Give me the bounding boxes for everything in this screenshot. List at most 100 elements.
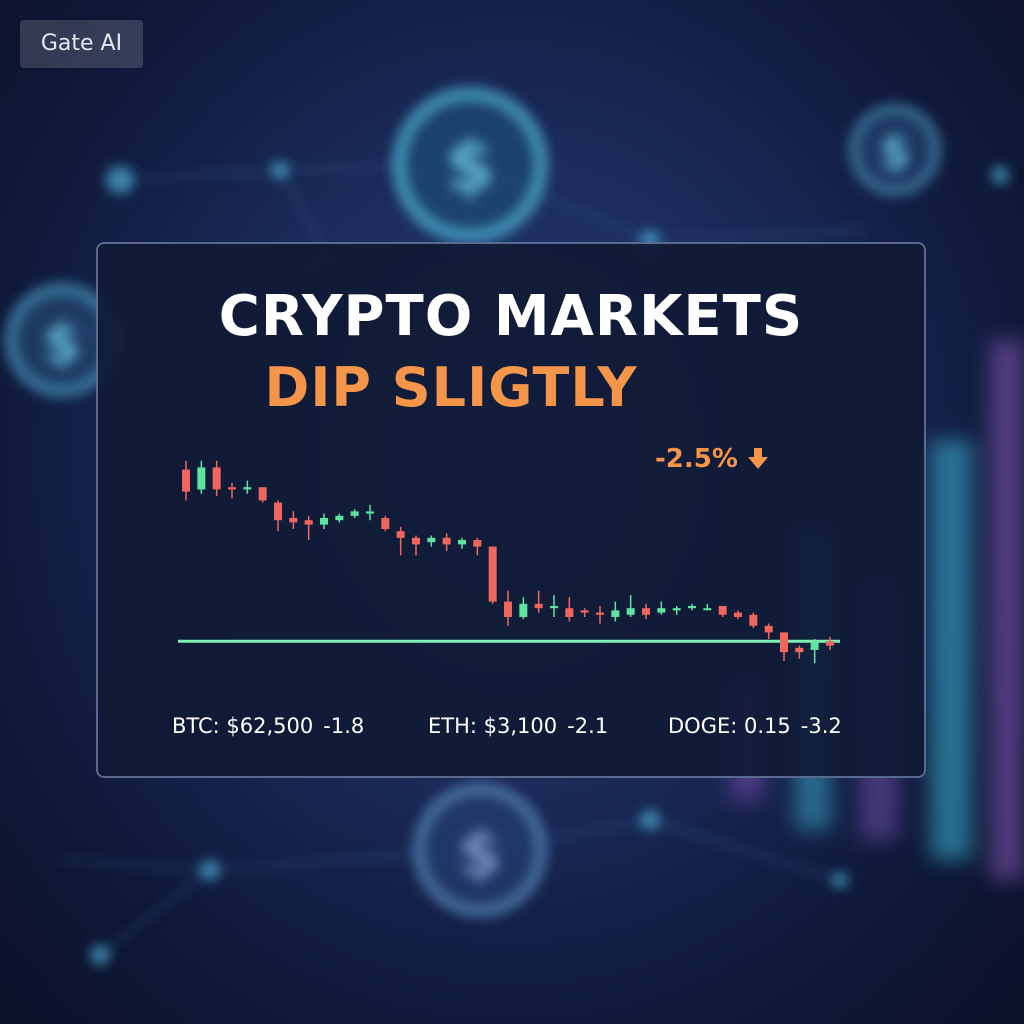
candle-body (228, 487, 236, 490)
candle-body (764, 625, 773, 633)
ticker-label: ETH: $3,100 (428, 714, 558, 738)
candle (626, 595, 635, 617)
svg-text:$: $ (879, 125, 911, 179)
news-card: CRYPTO MARKETS DIP SLIGTLY -2.5% BTC: $6… (96, 242, 926, 778)
candle (350, 509, 359, 518)
svg-text:$: $ (446, 125, 495, 207)
candle-body (596, 612, 604, 615)
candle-body (442, 537, 451, 545)
svg-text:$: $ (458, 817, 501, 890)
candle-body (396, 531, 405, 538)
candle-body (718, 606, 727, 615)
candle (596, 606, 604, 624)
candle-body (795, 647, 804, 653)
candle (335, 513, 344, 523)
change-badge: -2.5% (655, 444, 768, 474)
candle-body (212, 467, 221, 490)
candle (688, 603, 696, 611)
candle-body (826, 641, 834, 646)
candle (780, 632, 788, 661)
candle (534, 590, 543, 613)
candle-body (473, 540, 482, 547)
candle (611, 601, 620, 622)
candle (228, 482, 236, 499)
candle (442, 533, 451, 551)
candle (304, 515, 313, 540)
candle-body (289, 518, 298, 523)
candlestick-chart (178, 460, 840, 664)
headline-line-1: CRYPTO MARKETS (218, 284, 804, 349)
candle (718, 606, 727, 617)
candle-body (412, 537, 420, 545)
candle-body (197, 467, 206, 490)
candle-body (519, 603, 528, 617)
candle (182, 460, 190, 501)
candle-body (534, 603, 543, 609)
ticker-eth: ETH: $3,100 -2.1 (428, 714, 608, 738)
candle (274, 500, 282, 532)
candle (396, 526, 405, 556)
ticker-label: DOGE: 0.15 (668, 714, 791, 738)
candle (565, 597, 574, 622)
candle (519, 597, 528, 620)
candle (550, 595, 558, 617)
candle-body (304, 520, 313, 525)
candle (243, 480, 252, 494)
ticker-label: BTC: $62,500 (172, 714, 314, 738)
candle (764, 623, 773, 639)
headline-line-2: DIP SLIGTLY (264, 356, 638, 419)
candle-body (182, 469, 190, 492)
candle-body (565, 608, 574, 617)
candle (488, 546, 497, 604)
arrow-down-icon (747, 448, 768, 469)
candle (212, 460, 221, 496)
candle (381, 515, 390, 532)
candle (473, 537, 482, 556)
candle (366, 504, 374, 521)
ticker-change: -2.1 (567, 714, 609, 738)
ticker-row: BTC: $62,500 -1.8 ETH: $3,100 -2.1 DOGE: 0… (98, 714, 924, 744)
candle-body (427, 537, 436, 543)
candle-body (243, 487, 252, 490)
candle (672, 606, 681, 615)
candle-body (810, 641, 819, 650)
candle (197, 460, 206, 494)
candle (412, 535, 420, 556)
candle (289, 511, 298, 529)
candle-body (611, 610, 620, 617)
candle-body (642, 608, 650, 615)
candle (810, 639, 819, 664)
candle (703, 603, 712, 611)
candle (826, 636, 834, 650)
ticker-doge: DOGE: 0.15 -3.2 (668, 714, 842, 738)
candle (504, 590, 512, 626)
candle-body (749, 614, 758, 626)
candle-body (458, 540, 466, 545)
candle-body (688, 606, 696, 609)
ticker-change: -1.8 (323, 714, 365, 738)
candle-body (320, 518, 328, 525)
candle-body (550, 606, 558, 609)
candle-body (381, 518, 390, 529)
candle (749, 612, 758, 628)
candle-body (734, 612, 742, 617)
candle-body (703, 608, 712, 611)
ticker-change: -3.2 (800, 714, 842, 738)
candle (657, 601, 666, 615)
candle-body (335, 515, 344, 521)
watermark-badge: Gate AI (20, 20, 143, 68)
candle-body (350, 511, 359, 516)
candle (734, 610, 742, 620)
candle-body (258, 487, 267, 501)
candle-body (274, 502, 282, 521)
candle-body (366, 511, 374, 514)
candle-body (488, 546, 497, 602)
candle (427, 535, 436, 547)
candle (458, 537, 466, 549)
candle (258, 487, 267, 503)
candle-body (780, 632, 788, 653)
ticker-btc: BTC: $62,500 -1.8 (172, 714, 364, 738)
candle (320, 513, 328, 529)
candle-body (657, 608, 666, 613)
candle-body (580, 610, 589, 613)
